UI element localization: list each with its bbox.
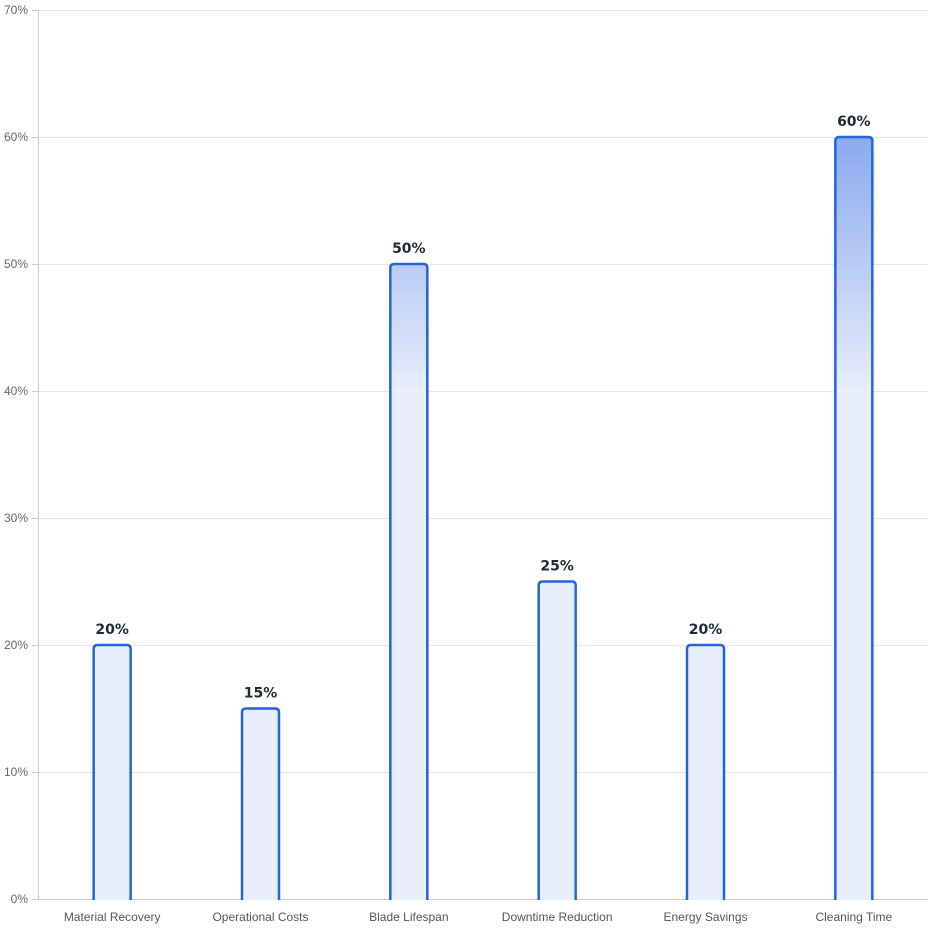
bar-fill [242, 708, 279, 900]
bar-value-label: 25% [540, 559, 574, 575]
bar [834, 135, 874, 900]
x-category-label: Energy Savings [663, 910, 747, 924]
grid-lines [38, 10, 928, 900]
x-category-label: Downtime Reduction [502, 910, 613, 924]
y-axis-ticks: 0% 10% 20% 30% 40% 50% 60% 70% [4, 3, 38, 906]
bar [389, 262, 429, 900]
bar [240, 707, 281, 900]
bar-fill [687, 645, 724, 900]
bar-fill [835, 137, 873, 900]
y-tick-label: 60% [4, 130, 28, 144]
bar-fill [93, 645, 131, 900]
y-tick-label: 0% [11, 892, 29, 906]
x-category-label: Operational Costs [212, 910, 308, 924]
bar-value-label: 15% [244, 686, 278, 702]
y-tick-label: 30% [4, 511, 28, 525]
bar [92, 643, 132, 900]
bar-value-label: 20% [689, 622, 723, 638]
bar [537, 580, 577, 900]
x-category-label: Blade Lifespan [369, 910, 448, 924]
value-labels: 20% 15% 50% 25% 20% 60% [95, 114, 870, 702]
axes [38, 10, 928, 900]
bar-fill [390, 264, 428, 900]
bar-fill [538, 581, 576, 900]
x-category-label: Cleaning Time [815, 910, 892, 924]
y-tick-label: 20% [4, 638, 28, 652]
bar-value-label: 50% [392, 241, 426, 257]
x-category-label: Material Recovery [64, 910, 161, 924]
y-tick-label: 10% [4, 765, 28, 779]
bar [685, 643, 726, 900]
bars [92, 135, 874, 900]
x-axis-categories: Material Recovery Operational Costs Blade … [64, 910, 893, 924]
y-tick-label: 50% [4, 257, 28, 271]
bar-value-label: 20% [95, 622, 129, 638]
y-tick-label: 70% [4, 3, 28, 17]
bar-value-label: 60% [837, 114, 871, 130]
y-tick-label: 40% [4, 384, 28, 398]
